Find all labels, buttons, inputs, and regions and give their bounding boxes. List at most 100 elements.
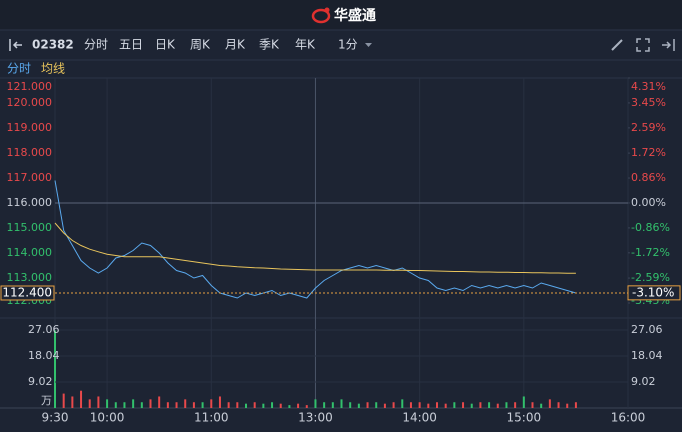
y-tick-label: 119.000 [7,121,53,134]
period-tab[interactable]: 季K [259,38,280,52]
volume-bar [236,402,239,408]
exit-icon[interactable] [662,39,675,51]
y-tick-label: 115.000 [7,221,53,234]
volume-bar [62,393,65,408]
volume-bar [496,403,499,408]
y-tick-label: 118.000 [7,146,53,159]
volume-bar [505,402,508,408]
volume-bar [132,399,135,408]
period-tab[interactable]: 月K [225,38,246,52]
volume-bar [444,403,447,408]
y-tick-label: 117.000 [7,171,53,184]
y2-tick-label: -1.72% [631,246,670,259]
volume-bar [349,402,352,408]
volume-bar [531,402,534,408]
volume-bar [375,402,378,408]
header-bar [0,0,682,30]
volume-bar [488,402,491,408]
volume-bar [262,403,265,408]
period-tab[interactable]: 周K [190,38,211,52]
period-tab[interactable]: 五日 [119,38,143,52]
volume-bar [522,396,525,408]
price-line [54,180,577,299]
dropdown-arrow[interactable] [365,43,372,47]
volume-bar [574,402,577,408]
period-tab[interactable]: 分时 [84,38,108,52]
y-tick-label: 121.000 [7,80,53,93]
volume-bar [184,399,187,408]
volume-bar [479,402,482,408]
volume-bar [175,402,178,408]
volume-bar [409,402,412,408]
volume-bar [210,399,213,408]
period-tab[interactable]: 年K [295,38,316,52]
y2-tick-label: 1.72% [631,146,666,159]
volume-bar [323,402,326,408]
volume-bar [357,403,360,408]
x-tick-label: 14:00 [402,411,437,425]
interval-select[interactable]: 1分 [338,38,358,52]
y2-tick-label: 0.86% [631,171,666,184]
y-tick-label: 18.04 [631,349,663,362]
volume-bar [540,403,543,408]
volume-bar [271,402,274,408]
volume-bar [123,402,126,408]
last-change-box [627,285,681,301]
logo-icon [311,7,331,24]
last-price-box [0,285,55,301]
volume-bar [114,402,117,408]
volume-bar [218,396,221,408]
volume-bar [297,403,300,408]
x-tick-label: 13:00 [298,411,333,425]
volume-bar [245,403,247,408]
volume-bar [548,399,551,408]
volume-bar [97,396,100,408]
y2-tick-label: -2.59% [631,271,670,284]
volume-bar [288,405,291,408]
edit-icon[interactable] [611,39,623,51]
logo-text: 华盛通 [334,7,376,24]
fullscreen-icon[interactable] [636,38,650,52]
x-tick-label: 11:00 [194,411,229,425]
volume-bar [106,399,109,408]
volume-bar [418,402,421,408]
y2-tick-label: 0.00% [631,196,666,209]
x-tick-label: 9:30 [42,411,69,425]
back-icon[interactable] [9,39,22,51]
y-tick-label: 114.000 [7,246,53,259]
volume-bar [383,403,386,408]
volume-bar [192,402,195,408]
x-tick-label: 10:00 [90,411,125,425]
legend-entry[interactable]: 均线 [41,62,65,76]
y-tick-label: 120.000 [7,96,53,109]
y-tick-label: 18.04 [28,349,60,362]
y-tick-label: 116.000 [7,196,53,209]
volume-bar [340,399,343,408]
volume-unit: 万 [41,394,52,407]
y-tick-label: 113.000 [7,271,53,284]
volume-bar [314,399,317,408]
volume-bar [392,402,395,408]
y-tick-label: 27.06 [28,323,60,336]
period-tab[interactable]: 日K [155,38,176,52]
volume-bar [427,403,430,408]
volume-bar [401,399,404,408]
volume-bar [149,399,152,408]
stock-code: 02382 [32,38,74,52]
volume-bar [54,330,56,408]
volume-bar [279,403,282,408]
volume-bar [331,402,334,408]
x-tick-label: 15:00 [507,411,542,425]
volume-bar [158,396,161,408]
volume-bar [305,405,308,408]
volume-bar [166,402,169,408]
volume-bar [462,402,465,408]
last-change-label: -3.10% [632,285,674,299]
legend-entry[interactable]: 分时 [7,62,31,76]
y2-tick-label: -0.86% [631,221,670,234]
y-tick-label: 9.02 [631,375,656,388]
volume-bar [366,402,369,408]
